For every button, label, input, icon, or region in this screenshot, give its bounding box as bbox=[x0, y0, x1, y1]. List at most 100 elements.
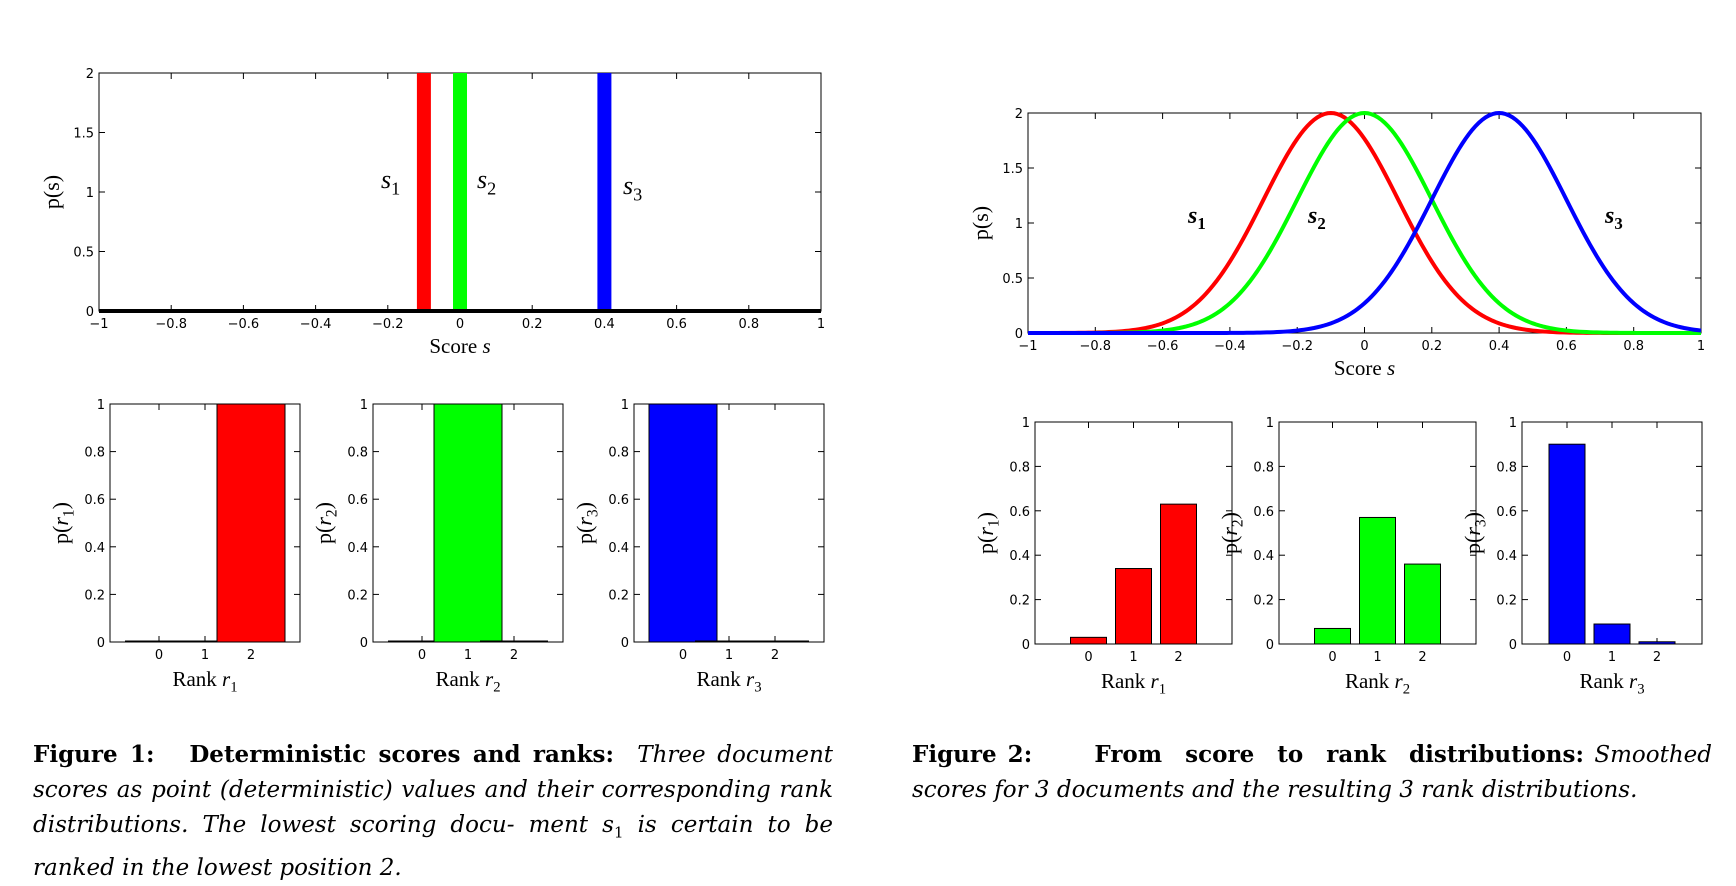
fig1-r3-ytick-label: 0.4 bbox=[608, 541, 629, 556]
fig1-score-ytick-label: 0 bbox=[86, 305, 94, 320]
fig2-r3-xtick-label: 2 bbox=[1653, 650, 1661, 665]
fig2-score-ytick-label: 2 bbox=[1015, 107, 1023, 122]
fig2-score-ytick-label: 0.5 bbox=[1002, 272, 1023, 287]
figure1-text-2: document scores as point (deterministic)… bbox=[33, 742, 834, 803]
figure1-text-4: ment s bbox=[528, 812, 614, 838]
figure2-text-1: Smoothed scores for 3 documents and the … bbox=[912, 742, 1712, 803]
fig2-score-xtick-label: −0.6 bbox=[1147, 339, 1179, 354]
fig1-r3-ytick-label: 1 bbox=[621, 398, 629, 413]
fig2-r3-ylabel: p(r3) bbox=[1460, 512, 1490, 554]
fig2-r1-xtick-label: 1 bbox=[1129, 650, 1137, 665]
fig2-r1-bar-0 bbox=[1070, 636, 1107, 645]
fig1-r2-ytick-label: 0.4 bbox=[347, 541, 368, 556]
fig1-r3-ytick-label: 0.2 bbox=[608, 588, 629, 603]
fig1-r1-xtick-label: 2 bbox=[247, 648, 255, 663]
fig1-score-xtick-label: 0.4 bbox=[594, 317, 615, 332]
fig1-r3-ytick-label: 0.6 bbox=[608, 493, 629, 508]
figure1-text-3: corresponding rank distributions. The lo… bbox=[33, 777, 834, 838]
fig1-score-label-s1: s1 bbox=[381, 165, 400, 199]
fig1-r3-xlabel: Rank r3 bbox=[696, 667, 761, 695]
fig2-r3-bar-0 bbox=[1548, 443, 1586, 645]
fig1-score-ytick-label: 2 bbox=[86, 67, 94, 82]
fig2-r2-ytick-label: 0.6 bbox=[1253, 505, 1274, 520]
fig1-r1-bar-2 bbox=[216, 403, 286, 643]
fig2-r3-xlabel: Rank r3 bbox=[1579, 669, 1644, 697]
fig2-r2-xtick-label: 1 bbox=[1373, 650, 1381, 665]
fig1-score-xtick-label: −1 bbox=[89, 317, 108, 332]
fig1-r3-ytick-label: 0 bbox=[621, 636, 629, 651]
fig2-r1-bar-2 bbox=[1160, 503, 1197, 645]
fig2-r3-bar-1 bbox=[1593, 623, 1631, 645]
fig2-r3-ytick-label: 0.4 bbox=[1496, 549, 1517, 564]
fig1-score-label-s3: s3 bbox=[623, 171, 642, 205]
fig2-score-curve-s2 bbox=[1028, 110, 1701, 335]
fig1-r1-ytick-label: 0.8 bbox=[84, 446, 105, 461]
fig2-r1-xlabel: Rank r1 bbox=[1101, 669, 1166, 697]
fig1-r2-ytick-label: 0.2 bbox=[347, 588, 368, 603]
fig2-r2-ytick-label: 0.2 bbox=[1253, 594, 1274, 609]
fig1-r2-bar-0 bbox=[388, 640, 456, 642]
fig2-score-xtick-label: 0 bbox=[1360, 339, 1368, 354]
fig1-r2-group: 0 0.2 0.4 0.6 0.8 1 0 1 2 Rank r2 p(r2) bbox=[311, 398, 564, 695]
fig2-r2-ytick-label: 0 bbox=[1266, 638, 1274, 653]
fig1-r1-ytick-label: 0.4 bbox=[84, 541, 105, 556]
fig1-score-ytick-label: 1 bbox=[86, 186, 94, 201]
fig1-r2-ytick-label: 0 bbox=[360, 636, 368, 651]
fig2-r1-ytick-label: 0.6 bbox=[1009, 505, 1030, 520]
fig1-score-ytick-label: 0.5 bbox=[73, 246, 94, 261]
fig2-r2-ytick-label: 1 bbox=[1266, 416, 1274, 431]
fig2-r2-bar-1 bbox=[1359, 516, 1396, 645]
fig2-score-ytick-label: 1.5 bbox=[1002, 162, 1023, 177]
fig1-score-xtick-label: 0 bbox=[456, 317, 464, 332]
fig2-r1-ytick-label: 0.4 bbox=[1009, 549, 1030, 564]
fig2-r3-ytick-label: 0.2 bbox=[1496, 594, 1517, 609]
figure1-text-4-sub: 1 bbox=[613, 823, 624, 842]
fig2-score-xtick-label: −1 bbox=[1018, 339, 1037, 354]
fig2-score-frame bbox=[1027, 112, 1702, 334]
fig2-score-ylabel: p(s) bbox=[968, 206, 993, 240]
fig1-r1-xtick-label: 1 bbox=[201, 648, 209, 663]
fig2-r1-group: 0 0.2 0.4 0.6 0.8 1 0 1 2 Rank r1 p(r1) bbox=[973, 416, 1233, 697]
fig2-score-xtick-label: −0.2 bbox=[1281, 339, 1313, 354]
fig2-score-ytick-label: 0 bbox=[1015, 327, 1023, 342]
figure2-label: Figure 2: bbox=[912, 741, 1033, 768]
fig1-r2-bar-2 bbox=[480, 640, 548, 642]
fig1-r2-xtick-label: 0 bbox=[418, 648, 426, 663]
fig1-r2-ytick-label: 0.8 bbox=[347, 446, 368, 461]
fig2-r2-group: 0 0.2 0.4 0.6 0.8 1 0 1 2 Rank r2 p(r2) bbox=[1217, 416, 1477, 697]
fig2-r1-ytick-label: 1 bbox=[1022, 416, 1030, 431]
fig2-r2-bar-2 bbox=[1404, 563, 1441, 645]
fig2-r1-ytick-label: 0.2 bbox=[1009, 594, 1030, 609]
fig1-r3-bar-2 bbox=[741, 640, 809, 642]
fig1-r3-xtick-label: 0 bbox=[679, 648, 687, 663]
fig1-r1-bar-0 bbox=[125, 640, 193, 642]
fig1-r3-bar-0 bbox=[648, 403, 718, 643]
fig1-r2-ytick-label: 1 bbox=[360, 398, 368, 413]
fig2-r2-ylabel: p(r2) bbox=[1217, 512, 1247, 554]
fig1-r3-group: 0 0.2 0.4 0.6 0.8 1 0 1 2 Rank r3 p(r3) bbox=[572, 398, 825, 695]
fig1-score-xlabel: Score s bbox=[429, 334, 490, 358]
fig2-score-label-s2: s2 bbox=[1307, 203, 1326, 233]
fig1-r2-bar-1 bbox=[433, 403, 503, 643]
fig1-score-label-s2: s2 bbox=[477, 165, 496, 199]
fig1-r3-xtick-label: 2 bbox=[771, 648, 779, 663]
fig1-score-xtick-label: 0.8 bbox=[738, 317, 759, 332]
fig1-r3-xtick-label: 1 bbox=[725, 648, 733, 663]
fig1-score-ylabel: p(s) bbox=[39, 175, 64, 209]
fig2-r1-ytick-label: 0.8 bbox=[1009, 460, 1030, 475]
figure2-title: From score to rank distributions: bbox=[1094, 741, 1584, 768]
fig1-r1-bar-1 bbox=[171, 640, 239, 642]
fig2-score-label-s3: s3 bbox=[1604, 203, 1623, 233]
fig1-r2-xtick-label: 2 bbox=[510, 648, 518, 663]
fig1-r2-ytick-label: 0.6 bbox=[347, 493, 368, 508]
fig2-r1-ylabel: p(r1) bbox=[973, 512, 1003, 554]
fig1-score-bar-s3 bbox=[597, 73, 612, 311]
fig1-r2-xlabel: Rank r2 bbox=[435, 667, 500, 695]
fig2-score-xtick-label: 0.6 bbox=[1556, 339, 1577, 354]
fig2-r2-xlabel: Rank r2 bbox=[1345, 669, 1410, 697]
fig1-score-xtick-label: −0.8 bbox=[155, 317, 187, 332]
fig1-r1-ytick-label: 1 bbox=[97, 398, 105, 413]
figure2-caption: Figure 2: From score to rank distributio… bbox=[912, 737, 1712, 808]
fig1-r1-group: 0 0.2 0.4 0.6 0.8 1 0 1 2 Rank r1 p(r1) bbox=[48, 398, 301, 695]
